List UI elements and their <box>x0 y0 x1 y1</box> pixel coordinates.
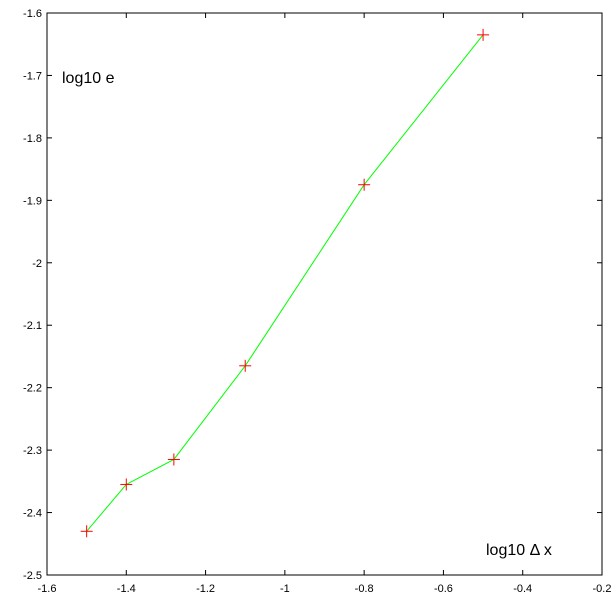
data-point-marker <box>167 453 180 466</box>
y-tick-label: -2.2 <box>23 383 42 395</box>
x-tick-label: -0.4 <box>513 583 532 595</box>
data-point-marker <box>239 359 252 372</box>
x-tick-label: -0.6 <box>434 583 453 595</box>
y-tick-label: -2.4 <box>23 508 42 520</box>
y-tick-label: -2.1 <box>23 320 42 332</box>
y-tick-label: -1.9 <box>23 195 42 207</box>
y-tick-label: -1.6 <box>23 8 42 20</box>
x-tick-label: -1.6 <box>38 583 57 595</box>
x-tick-label: -0.8 <box>355 583 374 595</box>
y-tick-label: -1.8 <box>23 133 42 145</box>
x-tick-label: -1.4 <box>117 583 136 595</box>
y-tick-label: -2.5 <box>23 570 42 582</box>
plot-frame <box>46 12 603 576</box>
x-tick-label: -1 <box>280 583 290 595</box>
series-layer <box>80 28 490 538</box>
x-axis-annotation: log10 Δ x <box>486 542 552 559</box>
data-point-marker <box>80 525 93 538</box>
y-axis-annotation: log10 e <box>62 70 115 87</box>
x-tick-label: -0.2 <box>593 583 612 595</box>
series-line <box>86 34 484 532</box>
ticks: -1.6 -1.4 -1.2 -1 -0.8 -0.6 -0.4 -0.2 -1.6 -1.7 -1… <box>23 8 611 595</box>
x-tick-label: -1.2 <box>196 583 215 595</box>
y-tick-label: -2 <box>32 258 42 270</box>
y-tick-label: -1.7 <box>23 70 42 82</box>
data-point-marker <box>477 28 490 41</box>
data-point-marker <box>120 478 133 491</box>
data-point-marker <box>358 178 371 191</box>
y-tick-label: -2.3 <box>23 445 42 457</box>
